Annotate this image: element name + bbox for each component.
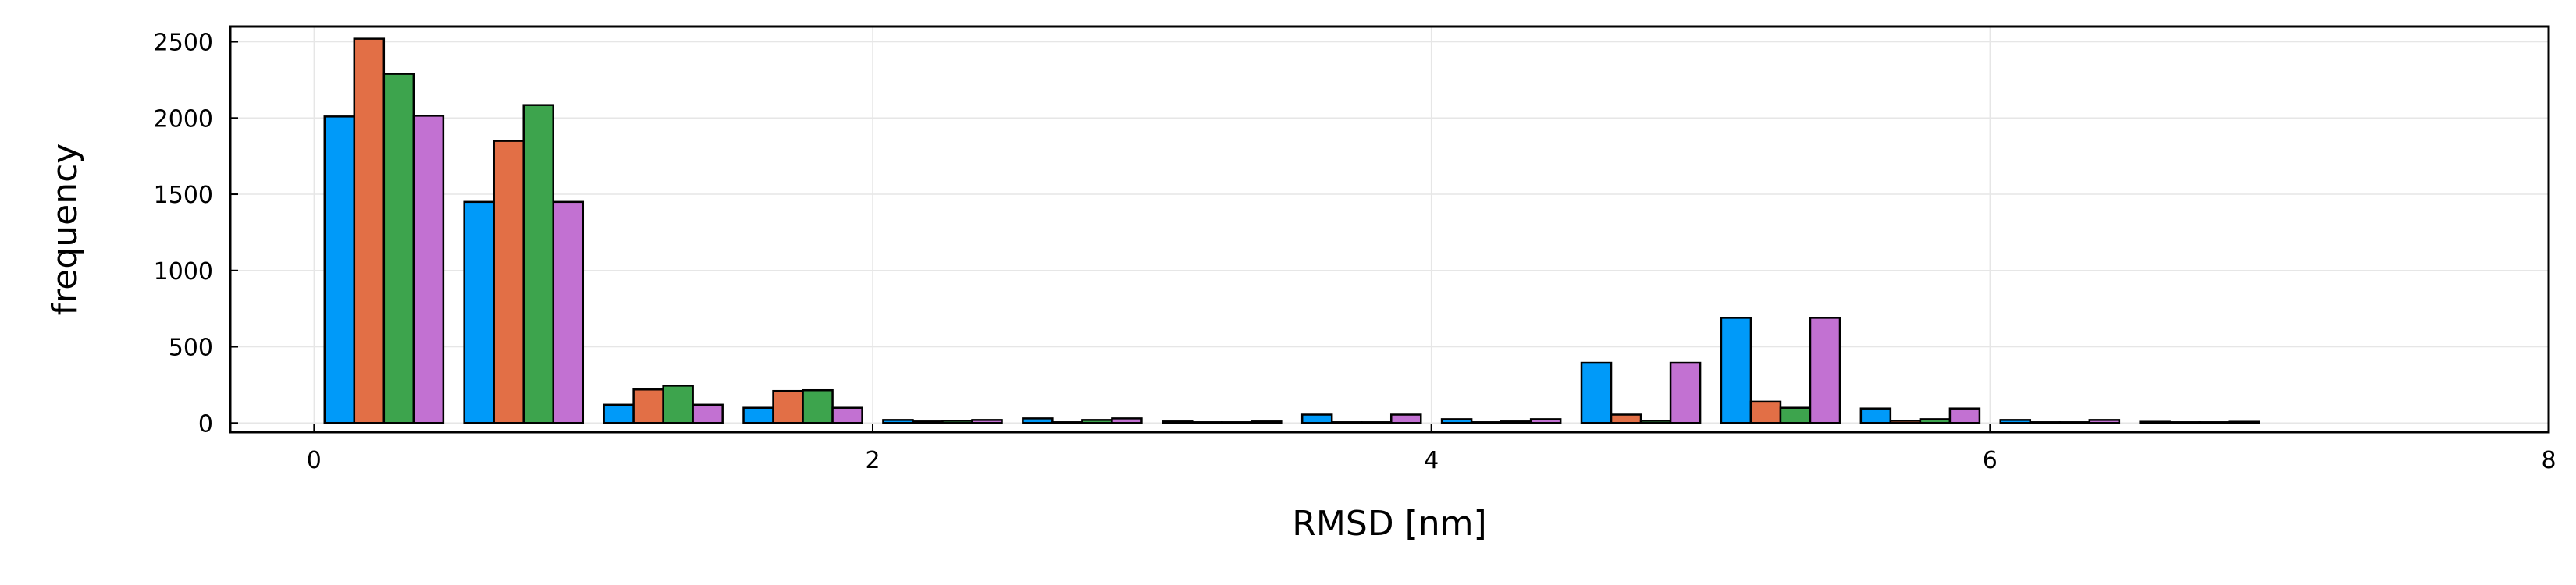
bar-series-2-bin-12 — [1889, 420, 1922, 424]
bar-series-2-bin-7 — [1191, 421, 1223, 424]
x-axis-title: RMSD [nm] — [1292, 504, 1486, 544]
bar-series-4-bin-14 — [2228, 420, 2261, 424]
bar-series-3-bin-13 — [2058, 421, 2091, 424]
bar-series-4-bin-9 — [1529, 418, 1562, 424]
y-tick-labels: 0 500 1000 1500 2000 2500 — [154, 30, 213, 438]
y-tick-label-2000: 2000 — [154, 105, 213, 133]
bar-series-2-bin-1 — [353, 37, 386, 424]
x-tick-label-6: 6 — [1983, 447, 1998, 474]
bar-series-1-bin-11 — [1720, 317, 1752, 424]
x-tick-label-2: 2 — [865, 447, 880, 474]
x-tick-labels: 0 2 4 6 8 — [307, 447, 2556, 474]
bar-series-3-bin-9 — [1500, 420, 1532, 424]
bar-series-4-bin-8 — [1389, 413, 1422, 424]
bar-series-2-bin-9 — [1470, 421, 1503, 424]
bar-series-4-bin-10 — [1669, 361, 1702, 424]
bar-series-3-bin-10 — [1639, 420, 1672, 424]
bar-series-2-bin-6 — [1051, 421, 1083, 424]
bar-series-1-bin-7 — [1162, 420, 1194, 424]
bar-series-4-bin-6 — [1111, 417, 1143, 424]
bar-series-1-bin-1 — [323, 115, 356, 424]
bar-series-1-bin-4 — [742, 406, 774, 424]
bar-series-4-bin-3 — [692, 403, 724, 424]
bar-series-2-bin-8 — [1330, 421, 1363, 424]
bar-series-3-bin-4 — [802, 388, 834, 424]
tick-marks — [230, 41, 2549, 432]
bar-series-2-bin-10 — [1610, 413, 1642, 424]
bar-series-3-bin-6 — [1081, 419, 1113, 424]
plot-frame — [229, 25, 2550, 434]
bars — [323, 37, 2261, 424]
bar-series-2-bin-3 — [632, 388, 664, 424]
bar-series-4-bin-13 — [2088, 419, 2121, 424]
bar-series-1-bin-2 — [463, 200, 495, 424]
bar-series-2-bin-13 — [2029, 421, 2062, 424]
bar-series-3-bin-12 — [1919, 418, 1952, 424]
bar-series-4-bin-2 — [552, 200, 585, 424]
bar-series-1-bin-14 — [2139, 420, 2171, 424]
bar-series-4-bin-5 — [971, 419, 1003, 424]
bar-series-1-bin-9 — [1440, 418, 1473, 424]
bar-series-1-bin-3 — [603, 403, 635, 424]
bar-series-3-bin-8 — [1360, 421, 1393, 424]
y-tick-label-500: 500 — [169, 335, 213, 362]
bar-series-2-bin-4 — [772, 389, 804, 424]
x-tick-label-0: 0 — [307, 447, 322, 474]
bar-series-1-bin-8 — [1300, 413, 1333, 424]
x-tick-label-8: 8 — [2541, 447, 2556, 474]
bar-series-3-bin-2 — [522, 104, 554, 424]
bar-series-1-bin-10 — [1580, 361, 1613, 424]
x-tick-label-4: 4 — [1424, 447, 1439, 474]
y-tick-label-1500: 1500 — [154, 182, 213, 209]
bar-series-3-bin-3 — [662, 385, 694, 424]
bar-series-4-bin-7 — [1251, 420, 1283, 424]
y-tick-label-1000: 1000 — [154, 258, 213, 285]
bar-series-3-bin-11 — [1779, 406, 1812, 424]
bar-series-3-bin-1 — [382, 73, 415, 424]
bar-series-1-bin-13 — [1999, 419, 2032, 424]
bar-series-3-bin-5 — [941, 420, 973, 424]
bar-series-1-bin-5 — [882, 419, 914, 424]
bar-series-3-bin-7 — [1221, 421, 1253, 424]
bar-series-4-bin-11 — [1809, 317, 1841, 424]
bar-series-2-bin-14 — [2169, 421, 2201, 424]
y-tick-label-0: 0 — [198, 410, 213, 438]
bar-series-2-bin-2 — [493, 140, 525, 424]
bar-series-4-bin-4 — [831, 406, 863, 424]
bar-series-4-bin-12 — [1948, 407, 1981, 424]
y-axis-title: frequency — [45, 144, 85, 316]
y-tick-label-2500: 2500 — [154, 30, 213, 57]
bar-series-2-bin-5 — [912, 420, 944, 424]
bar-series-1-bin-12 — [1859, 407, 1892, 424]
bar-series-3-bin-14 — [2198, 421, 2230, 424]
bar-series-2-bin-11 — [1749, 400, 1782, 424]
bar-series-4-bin-1 — [412, 115, 445, 424]
bar-series-1-bin-6 — [1022, 417, 1054, 424]
